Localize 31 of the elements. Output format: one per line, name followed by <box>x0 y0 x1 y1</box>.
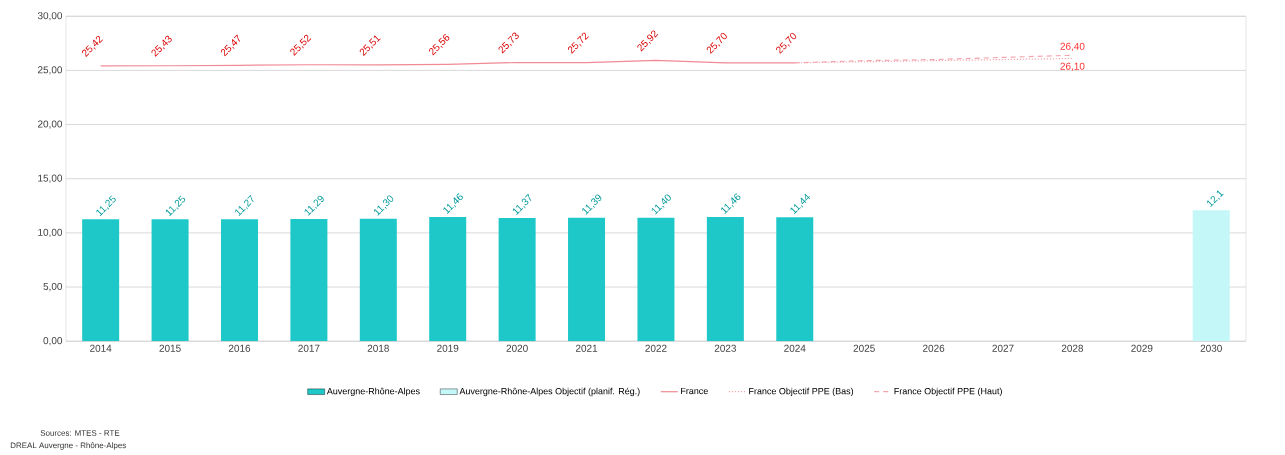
x-tick-label: 2021 <box>575 344 598 352</box>
y-tick-label: 30,00 <box>37 12 63 21</box>
x-tick-label: 2016 <box>228 344 251 352</box>
legend-label: Auvergne-Rhône-Alpes <box>326 387 420 397</box>
x-tick-label: 2019 <box>437 344 459 352</box>
x-tick-label: 2014 <box>90 344 112 352</box>
x-tick-label: 2020 <box>506 344 528 352</box>
x-tick-label: 2025 <box>853 344 875 352</box>
y-tick-label: 15,00 <box>38 174 63 183</box>
x-tick-label: 2022 <box>645 344 667 352</box>
x-tick-label: 2030 <box>1200 344 1222 352</box>
legend-label: France Objectif PPE (Haut) <box>894 387 1002 397</box>
data-label: 26,10 <box>1060 62 1085 71</box>
y-tick-label: 0,00 <box>43 337 63 346</box>
x-tick-label: 2023 <box>714 344 737 352</box>
x-tick-label: 2024 <box>784 344 806 352</box>
legend-label: France Objectif PPE (Bas) <box>749 387 854 397</box>
x-tick-label: 2017 <box>298 344 320 352</box>
y-tick-label: 25,00 <box>38 66 63 75</box>
y-tick-label: 5,00 <box>43 282 63 292</box>
x-tick-label: 2026 <box>923 344 945 352</box>
x-tick-label: 2028 <box>1061 344 1084 352</box>
x-tick-label: 2027 <box>992 344 1014 352</box>
legend-label: France <box>681 387 708 395</box>
y-tick-label: 20,00 <box>38 120 63 129</box>
legend-label: Auvergne-Rhône-Alpes Objectif (planif. Rég.) <box>459 387 640 397</box>
x-tick-label: 2015 <box>159 344 181 352</box>
y-tick-label: 10,00 <box>38 228 63 238</box>
x-tick-label: 2029 <box>1131 344 1153 352</box>
x-tick-label: 2018 <box>367 344 389 352</box>
data-label: 26,40 <box>1060 42 1085 52</box>
